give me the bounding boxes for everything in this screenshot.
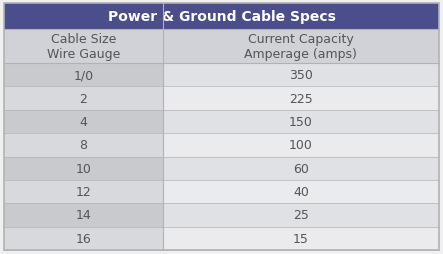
Bar bbox=[4, 4, 439, 30]
Bar bbox=[163, 180, 439, 203]
Bar bbox=[4, 203, 163, 227]
Bar bbox=[163, 110, 439, 134]
Text: 14: 14 bbox=[75, 209, 91, 221]
Text: 60: 60 bbox=[293, 162, 309, 175]
Text: 225: 225 bbox=[289, 92, 313, 105]
Bar bbox=[163, 87, 439, 110]
Bar bbox=[4, 180, 163, 203]
Text: 12: 12 bbox=[75, 185, 91, 198]
Bar bbox=[163, 203, 439, 227]
Text: 8: 8 bbox=[79, 139, 87, 152]
Text: 350: 350 bbox=[289, 69, 313, 82]
Bar bbox=[163, 64, 439, 87]
Bar bbox=[163, 157, 439, 180]
Bar bbox=[163, 134, 439, 157]
Text: 4: 4 bbox=[79, 116, 87, 129]
Bar bbox=[4, 157, 163, 180]
Text: 150: 150 bbox=[289, 116, 313, 129]
Text: 25: 25 bbox=[293, 209, 309, 221]
Bar bbox=[163, 227, 439, 250]
Bar bbox=[4, 110, 163, 134]
Text: 16: 16 bbox=[75, 232, 91, 245]
Text: 10: 10 bbox=[75, 162, 91, 175]
Text: Cable Size
Wire Gauge: Cable Size Wire Gauge bbox=[47, 33, 120, 61]
Text: Current Capacity
Amperage (amps): Current Capacity Amperage (amps) bbox=[245, 33, 358, 61]
Bar bbox=[4, 87, 163, 110]
Text: 100: 100 bbox=[289, 139, 313, 152]
Bar bbox=[163, 30, 439, 64]
Text: 2: 2 bbox=[79, 92, 87, 105]
Bar bbox=[4, 227, 163, 250]
Text: Power & Ground Cable Specs: Power & Ground Cable Specs bbox=[108, 10, 335, 24]
Bar bbox=[4, 30, 163, 64]
Bar bbox=[4, 134, 163, 157]
Text: 15: 15 bbox=[293, 232, 309, 245]
Bar bbox=[4, 64, 163, 87]
Text: 1/0: 1/0 bbox=[74, 69, 93, 82]
Text: 40: 40 bbox=[293, 185, 309, 198]
